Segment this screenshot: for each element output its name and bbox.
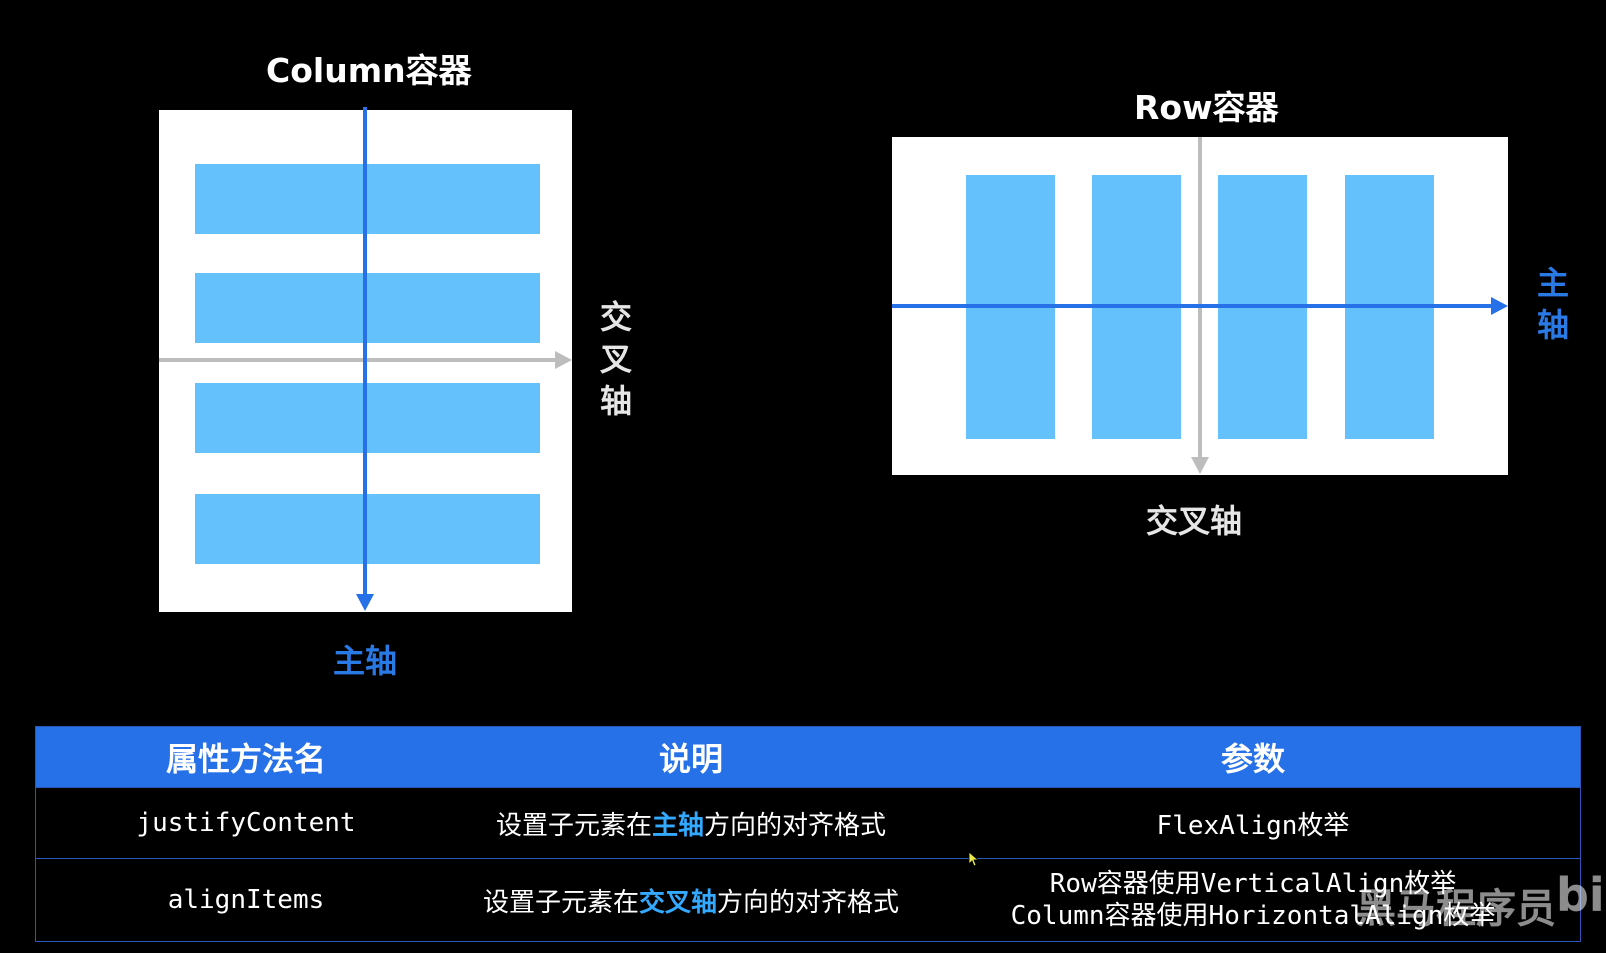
row-main-axis-label: 主 轴 (1536, 264, 1569, 344)
column-title: Column容器 (266, 51, 472, 90)
column-cross-axis-line (159, 358, 556, 362)
property-name-cell: alignItems (35, 858, 456, 942)
params-line: Row容器使用VerticalAlign枚举 (1049, 869, 1457, 899)
params-line: Column容器使用HorizontalAlign枚举 (1010, 901, 1496, 931)
row-main-axis-line (892, 304, 1492, 308)
description-text: 设置子元素在 (495, 810, 652, 841)
watermark-logo: 黑马程序员 (1356, 886, 1556, 932)
column-child-item (195, 164, 540, 234)
row-main-axis-arrowhead (1491, 297, 1508, 315)
table-header-name: 属性方法名 (35, 726, 456, 788)
property-table: 属性方法名 说明 参数 justifyContent 设置子元素在主轴方向的对齐… (35, 726, 1581, 942)
params-cell: FlexAlign枚举 (926, 787, 1581, 859)
table-header-params: 参数 (926, 726, 1581, 788)
description-cell: 设置子元素在交叉轴方向的对齐格式 (456, 858, 926, 942)
row-cross-axis-label: 交叉轴 (1146, 502, 1243, 540)
column-child-item (195, 383, 540, 453)
row-cross-axis-arrowhead (1191, 457, 1209, 474)
row-title: Row容器 (1134, 88, 1279, 127)
column-child-item (195, 273, 540, 343)
bilibili-logo: bili (1556, 868, 1606, 922)
description-text: 方向的对齐格式 (717, 887, 900, 918)
row-cross-axis-line (1198, 137, 1202, 458)
description-text: 设置子元素在 (482, 887, 639, 918)
params-cell: Row容器使用VerticalAlign枚举 Column容器使用Horizon… (926, 858, 1581, 942)
column-cross-axis-label: 交 叉 轴 (599, 298, 632, 420)
description-text: 方向的对齐格式 (704, 810, 887, 841)
column-cross-axis-arrowhead (555, 351, 572, 369)
description-cell: 设置子元素在主轴方向的对齐格式 (456, 787, 926, 859)
column-main-axis-label: 主轴 (333, 642, 398, 680)
description-highlight: 主轴 (651, 810, 704, 841)
mouse-cursor-icon (968, 851, 980, 867)
table-row: alignItems 设置子元素在交叉轴方向的对齐格式 Row容器使用Verti… (35, 858, 1581, 942)
column-main-axis-arrowhead (356, 594, 374, 611)
description-highlight: 交叉轴 (638, 887, 717, 918)
table-header-row: 属性方法名 说明 参数 (35, 726, 1581, 788)
table-row: justifyContent 设置子元素在主轴方向的对齐格式 FlexAlign… (35, 787, 1581, 859)
property-name-cell: justifyContent (35, 787, 456, 859)
column-main-axis-line (363, 107, 367, 595)
column-child-item (195, 494, 540, 564)
table-header-desc: 说明 (456, 726, 926, 788)
